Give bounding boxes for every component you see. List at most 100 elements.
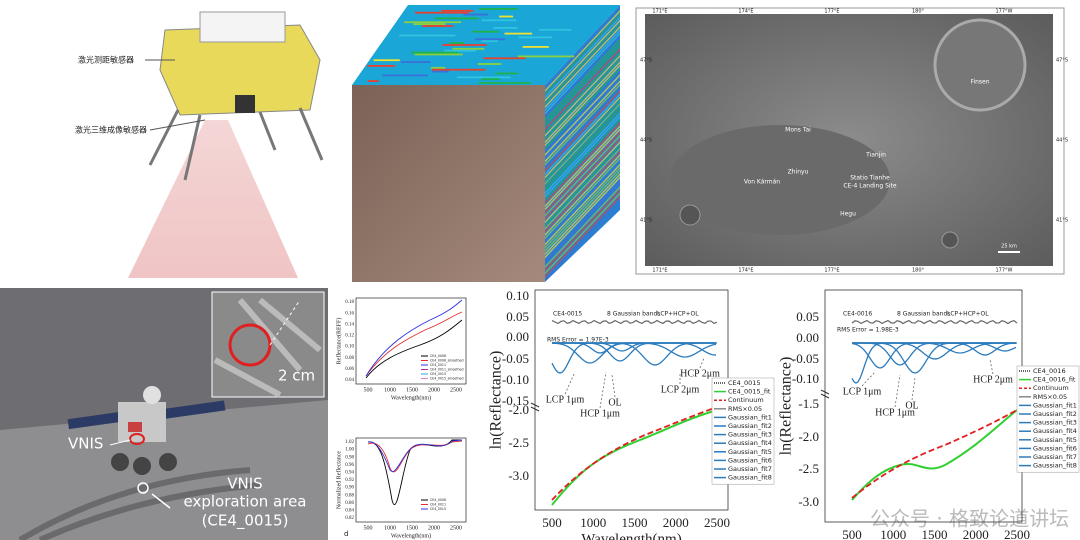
gaussian-curve [852,342,1016,374]
wheel [133,457,151,475]
y-tick-label: -2.5 [798,461,819,476]
cube-stripe [545,157,620,240]
x-tick-label: 2000 [963,527,989,540]
cube-stripe [545,29,620,112]
legend-entry: CE4_0015 [430,507,446,511]
legend-entry: Gaussian_fit4 [1033,427,1077,435]
arrow [151,493,171,509]
axis-break [530,406,540,412]
continuum-curve [551,406,718,501]
annotation-leader [861,371,876,387]
annotation-leader [894,374,901,408]
x-tick-label: 2000 [428,387,440,393]
cube-stripe [545,128,620,211]
cube-stripe [545,42,620,124]
cube-stripe [545,70,620,153]
cube-stripe [471,30,499,33]
plot-header: 8 Gaussian bands [897,311,950,318]
legend-entry: Gaussian_fit5 [1033,436,1077,444]
cube-stripe [545,67,620,150]
rms-curve [851,319,1018,325]
map-tick: 171°E [652,268,667,274]
legend-box [1016,365,1080,473]
y-tick-label: 0.06 [345,367,354,372]
rms-label: RMS Error = 1.97E-3 [547,337,609,344]
x-axis-label: Wavelength(nm) [391,394,431,401]
annotation-leader [989,359,994,375]
plot-header: LCP+HCP+OL [657,311,699,318]
y-tick-label: 0.86 [345,501,354,506]
y-tick-label: 0.18 [345,300,354,305]
cube-stripe [545,170,620,252]
arrow [109,439,131,446]
x-tick-label: 1500 [922,527,948,540]
y-tick-label: 0.88 [345,493,354,498]
map-tick: 177°W [996,268,1013,274]
legend-entry: CE4_0011 [430,503,446,507]
legend-entry: CE4_0008 [430,498,446,502]
rms-label: RMS Error = 1.98E-3 [837,327,899,334]
annotation: HCP 2μm [680,368,720,379]
cube-stripe [545,26,620,108]
y-tick-label: 1.02 [345,440,354,445]
cube-stripe [504,32,533,35]
cube-stripe [545,122,620,204]
hyperspectral-cube [352,5,620,282]
annotation: HCP 2μm [973,374,1013,385]
cube-stripe [477,63,502,65]
y-tick-label: -0.10 [502,372,529,387]
x-tick-label: 1000 [580,515,606,530]
cube-stripe [545,118,620,201]
y-tick-label: 0.96 [345,463,354,468]
y-tick-label: 0.10 [345,345,354,350]
cube-front [352,85,545,282]
cube-stripe [545,154,620,236]
axis-break [820,393,830,399]
fit-curve [551,409,718,506]
legend-entry: CE4_0016_fit [1033,376,1076,384]
spectrum-curve [365,311,463,377]
y-tick-label: -0.15 [502,393,529,408]
x-axis-label: Wavelength(nm) [391,532,431,539]
legend-entry: CE4_0008 [430,354,446,358]
lander-label: 激光三维成像敏感器 [75,125,147,135]
area-label: exploration area [183,493,306,511]
map-tick: 174°E [738,268,753,274]
map-tick: 47°S [1056,58,1068,64]
x-tick-label: 500 [364,387,373,393]
cube-stripe [545,125,620,208]
watermark: 公众号 · 格致论道讲坛 [870,507,1069,531]
gaussian-curve [852,342,1016,360]
map-tick: 177°E [824,9,839,15]
legend-entry: CE4_0015_smoothed [430,377,464,381]
cube-stripe [517,55,575,58]
cube-stripe [522,46,549,48]
lander-top [199,11,286,43]
map-tick: 177°E [824,268,839,274]
annotation: OL [905,400,918,411]
cube-stripe [545,54,620,137]
map-tick: 41°S [640,218,652,224]
crater [933,18,1027,112]
cube-stripe [545,83,620,166]
x-tick-label: 1000 [384,525,396,531]
map-label: Finsen [970,79,989,86]
x-tick-label: 1500 [622,515,648,530]
legend-entry: Gaussian_fit2 [1033,410,1077,418]
plot-header: CE4-0016 [843,311,872,318]
cube-stripe [545,131,620,214]
cube-stripe [545,90,620,172]
annotation: LCP 2μm [661,384,700,395]
map-tick: 41°S [1056,218,1068,224]
plot-header: 8 Gaussian bands [607,311,660,318]
map-label: Von Kármán [744,179,780,186]
cube-stripe [545,115,620,198]
map-label: Mons Tai [785,127,811,134]
y-tick-label: 0.05 [506,309,529,324]
legend-entry: RMS×0.05 [1033,393,1067,401]
legend-entry: Gaussian_fit3 [728,431,772,439]
inset-scale: 2 cm [278,367,315,385]
cube-stripe [457,76,511,79]
legend-entry: Gaussian_fit8 [728,474,772,482]
cube-stripe [400,61,431,63]
